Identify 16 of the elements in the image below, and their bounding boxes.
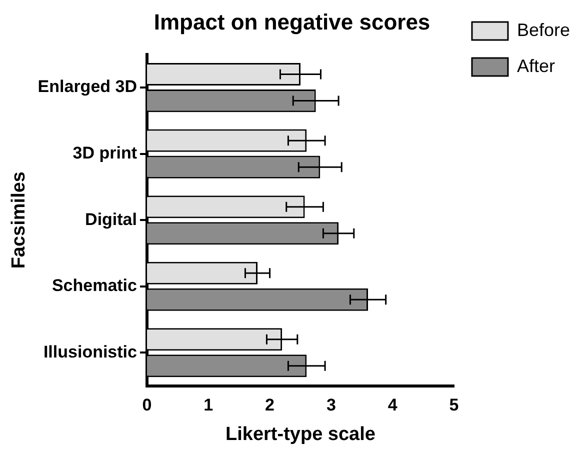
x-tick-label: 5: [449, 396, 459, 415]
x-tick-label: 2: [265, 396, 275, 415]
x-tick-label: 1: [204, 396, 214, 415]
y-tick-label: Enlarged 3D: [38, 77, 137, 96]
y-tick-label: Digital: [85, 210, 137, 229]
legend-label: After: [516, 56, 555, 76]
y-tick-label: Illusionistic: [43, 342, 137, 362]
y-tick-label: 3D print: [72, 144, 138, 163]
x-tick-label: 4: [388, 396, 398, 415]
x-axis-title: Likert-type scale: [225, 424, 376, 445]
x-tick-label: 3: [326, 396, 336, 415]
y-tick-label: Schematic: [52, 276, 137, 296]
y-axis-title: Facsimiles: [8, 172, 30, 269]
x-tick-label: 0: [142, 396, 152, 415]
chart-title: Impact on negative scores: [154, 9, 430, 34]
legend-label: Before: [516, 20, 570, 40]
